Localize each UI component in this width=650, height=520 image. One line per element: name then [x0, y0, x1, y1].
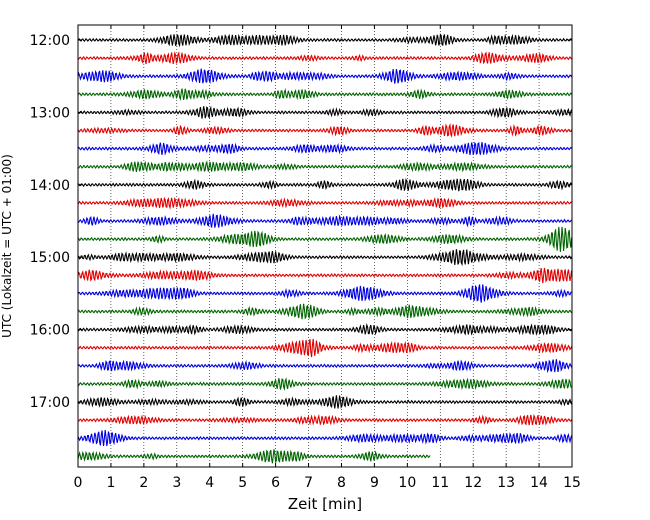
trace-1445 — [77, 226, 573, 252]
trace-1300 — [77, 105, 573, 119]
x-tick-label: 6 — [271, 475, 280, 491]
x-tick-label: 15 — [563, 475, 581, 491]
trace-1330 — [77, 141, 572, 156]
trace-1345 — [77, 160, 572, 173]
trace-1545 — [77, 303, 573, 320]
x-tick-label: 1 — [106, 475, 115, 491]
x-tick-label: 12 — [464, 475, 482, 491]
trace-1400 — [77, 178, 573, 192]
trace-1500 — [77, 249, 573, 267]
trace-1615 — [77, 338, 573, 358]
x-tick-label: 4 — [205, 475, 214, 491]
x-tick-label: 9 — [370, 475, 379, 491]
trace-1645 — [77, 377, 572, 392]
y-tick-label: 17:00 — [30, 395, 70, 411]
y-tick-label: 16:00 — [30, 323, 70, 339]
trace-1600 — [77, 322, 573, 336]
y-axis-title: UTC (Lokalzeit = UTC + 01:00) — [0, 154, 14, 338]
seismogram-traces — [77, 33, 573, 464]
trace-1630 — [77, 359, 573, 374]
trace-1530 — [77, 284, 572, 303]
y-tick-label: 12:00 — [30, 33, 70, 49]
y-tick-label: 13:00 — [30, 105, 70, 121]
trace-1700 — [77, 395, 573, 409]
trace-1515 — [77, 267, 573, 284]
trace-1245 — [77, 87, 573, 102]
x-axis-title: Zeit [min] — [288, 495, 362, 513]
x-tick-label: 0 — [74, 475, 83, 491]
plot-frame — [77, 24, 573, 468]
trace-1715 — [77, 413, 573, 426]
x-axis-ticks: 0 1 2 3 4 5 6 7 8 9 10 11 12 13 14 15 — [74, 25, 581, 491]
y-tick-label: 14:00 — [30, 178, 70, 194]
x-tick-label: 7 — [304, 475, 313, 491]
x-tick-label: 14 — [530, 475, 548, 491]
x-tick-label: 5 — [238, 475, 247, 491]
trace-1745 — [77, 449, 431, 464]
x-tick-label: 3 — [172, 475, 181, 491]
x-tick-label: 8 — [337, 475, 346, 491]
x-tick-label: 2 — [139, 475, 148, 491]
trace-1730 — [77, 430, 573, 447]
trace-1415 — [77, 196, 572, 210]
x-tick-label: 10 — [398, 475, 416, 491]
trace-1315 — [77, 122, 573, 138]
trace-1215 — [77, 51, 573, 65]
trace-1200 — [77, 33, 573, 48]
x-tick-label: 13 — [497, 475, 515, 491]
x-tick-label: 11 — [431, 475, 449, 491]
y-tick-label: 15:00 — [30, 250, 70, 266]
trace-1430 — [77, 213, 572, 228]
trace-1230 — [77, 68, 573, 85]
y-axis-ticks: 12:00 13:00 14:00 15:00 16:00 17:00 — [30, 33, 572, 411]
